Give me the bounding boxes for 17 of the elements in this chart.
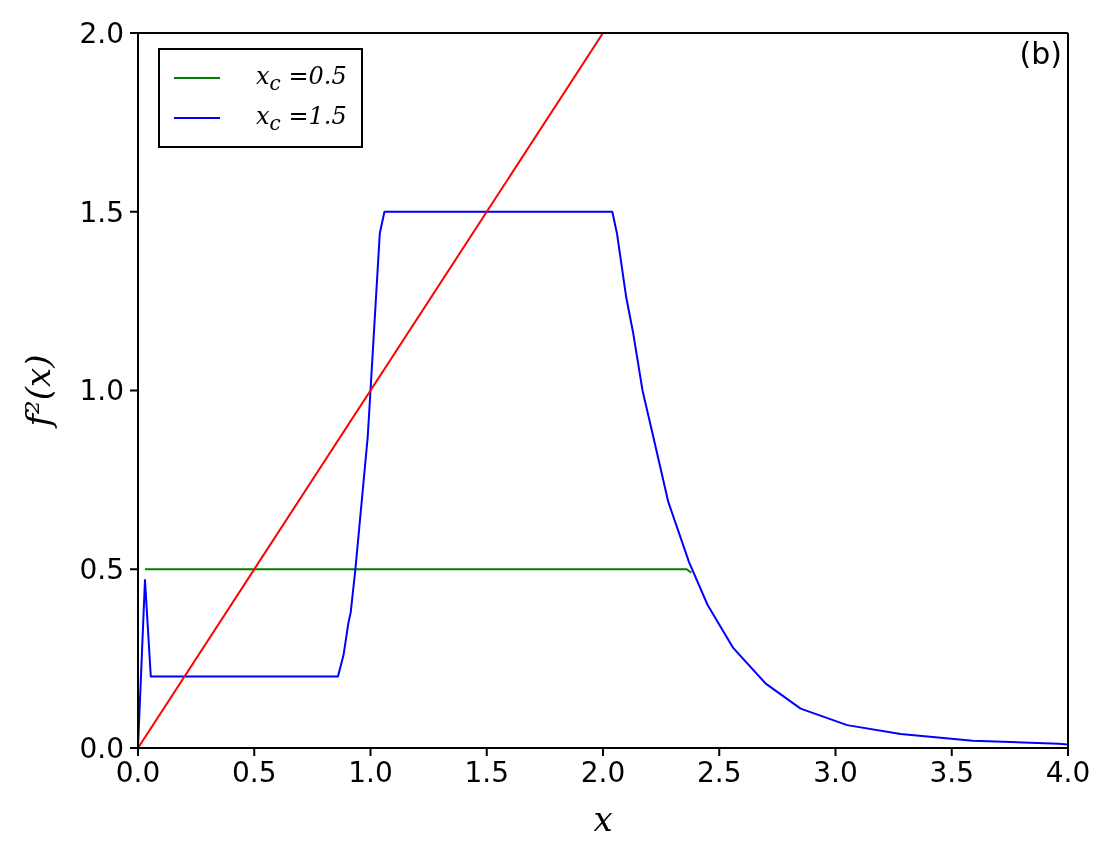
y-axis-title: f²(x) [18, 354, 58, 430]
x-axis-title: x [593, 799, 613, 839]
x-tick-label: 2.0 [580, 755, 626, 789]
annotation: (b) [1019, 36, 1062, 71]
x-tick-label: 2.5 [696, 755, 742, 789]
x-tick-label: 4.0 [1045, 755, 1091, 789]
legend-label: x$_{c}$ =1.5 [256, 101, 347, 135]
y-tick-label: 1.5 [79, 195, 124, 229]
legend-label: x$_{c}$ =0.5 [256, 61, 347, 95]
x-tick-label: 1.5 [464, 755, 510, 789]
y-tick-label: 1.0 [79, 374, 124, 408]
x-tick-label: 1.0 [348, 755, 393, 789]
x-tick-label: 0.5 [231, 755, 277, 789]
x-tick-label: 3.0 [813, 755, 858, 789]
y-tick-label: 2.0 [79, 16, 124, 50]
y-tick-label: 0.5 [79, 553, 124, 587]
x-tick-label: 3.5 [929, 755, 975, 789]
